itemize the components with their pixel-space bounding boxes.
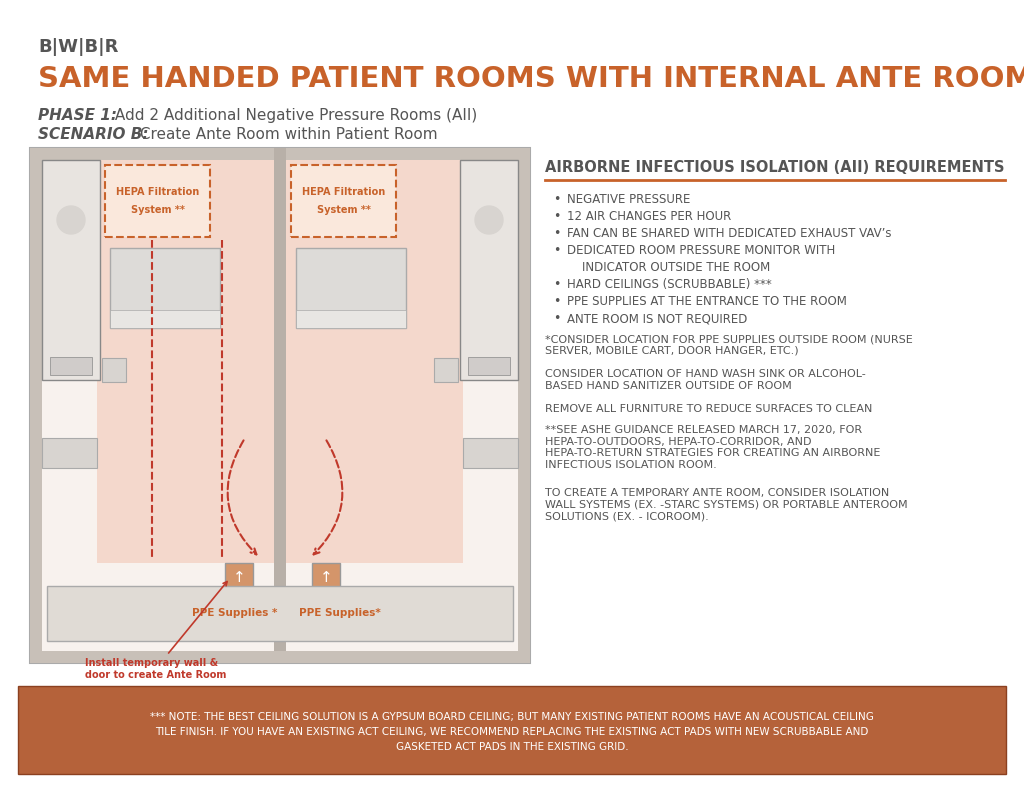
Bar [102, 358, 126, 382]
Text: PHASE 1:: PHASE 1: [38, 108, 117, 123]
Text: •: • [553, 210, 560, 223]
Text: •: • [553, 227, 560, 240]
Bar [110, 310, 220, 328]
Text: System **: System ** [131, 205, 184, 215]
Bar [460, 160, 518, 380]
Text: ↑: ↑ [232, 570, 246, 585]
Text: •: • [553, 312, 560, 325]
Text: System **: System ** [316, 205, 371, 215]
Text: HEPA Filtration: HEPA Filtration [116, 187, 199, 197]
Text: HARD CEILINGS (SCRUBBABLE) ***: HARD CEILINGS (SCRUBBABLE) *** [567, 278, 772, 291]
Text: ↑: ↑ [319, 570, 333, 585]
Text: FAN CAN BE SHARED WITH DEDICATED EXHAUST VAV’s: FAN CAN BE SHARED WITH DEDICATED EXHAUST… [567, 227, 892, 240]
Text: •: • [553, 278, 560, 291]
Text: Create Ante Room within Patient Room: Create Ante Room within Patient Room [135, 127, 437, 142]
Text: Add 2 Additional Negative Pressure Rooms (AII): Add 2 Additional Negative Pressure Rooms… [110, 108, 477, 123]
Bar [47, 586, 513, 641]
Bar [18, 686, 1006, 774]
Bar [97, 160, 274, 563]
Bar [30, 148, 530, 160]
Text: NEGATIVE PRESSURE: NEGATIVE PRESSURE [567, 193, 690, 206]
Text: 12 AIR CHANGES PER HOUR: 12 AIR CHANGES PER HOUR [567, 210, 731, 223]
Bar [296, 310, 406, 328]
Text: DEDICATED ROOM PRESSURE MONITOR WITH: DEDICATED ROOM PRESSURE MONITOR WITH [567, 244, 836, 257]
Bar [30, 148, 530, 663]
Text: •: • [553, 193, 560, 206]
Text: CONSIDER LOCATION OF HAND WASH SINK OR ALCOHOL-
BASED HAND SANITIZER OUTSIDE OF : CONSIDER LOCATION OF HAND WASH SINK OR A… [545, 369, 865, 391]
Bar [42, 160, 100, 380]
Text: AIRBORNE INFECTIOUS ISOLATION (AII) REQUIREMENTS: AIRBORNE INFECTIOUS ISOLATION (AII) REQU… [545, 160, 1005, 175]
Text: PPE Supplies*: PPE Supplies* [299, 608, 381, 618]
Text: •: • [553, 244, 560, 257]
Text: •: • [553, 295, 560, 308]
Bar [463, 438, 518, 468]
Text: ANTE ROOM IS NOT REQUIRED: ANTE ROOM IS NOT REQUIRED [567, 312, 748, 325]
Bar [518, 148, 530, 663]
Bar [42, 438, 97, 468]
Text: **SEE ASHE GUIDANCE RELEASED MARCH 17, 2020, FOR
HEPA-TO-OUTDOORS, HEPA-TO-CORRI: **SEE ASHE GUIDANCE RELEASED MARCH 17, 2… [545, 425, 881, 470]
Circle shape [475, 206, 503, 234]
Text: PPE SUPPLIES AT THE ENTRANCE TO THE ROOM: PPE SUPPLIES AT THE ENTRANCE TO THE ROOM [567, 295, 847, 308]
Text: HEPA Filtration: HEPA Filtration [302, 187, 385, 197]
Text: SAME HANDED PATIENT ROOMS WITH INTERNAL ANTE ROOM: SAME HANDED PATIENT ROOMS WITH INTERNAL … [38, 65, 1024, 93]
Bar [286, 160, 463, 563]
Text: TO CREATE A TEMPORARY ANTE ROOM, CONSIDER ISOLATION
WALL SYSTEMS (EX. -STARC SYS: TO CREATE A TEMPORARY ANTE ROOM, CONSIDE… [545, 488, 907, 521]
Bar [468, 357, 510, 375]
Bar [30, 651, 530, 663]
Text: *CONSIDER LOCATION FOR PPE SUPPLIES OUTSIDE ROOM (NURSE
SERVER, MOBILE CART, DOO: *CONSIDER LOCATION FOR PPE SUPPLIES OUTS… [545, 334, 912, 356]
Text: REMOVE ALL FURNITURE TO REDUCE SURFACES TO CLEAN: REMOVE ALL FURNITURE TO REDUCE SURFACES … [545, 404, 872, 414]
Text: *** NOTE: THE BEST CEILING SOLUTION IS A GYPSUM BOARD CEILING; BUT MANY EXISTING: *** NOTE: THE BEST CEILING SOLUTION IS A… [151, 712, 873, 751]
Bar [291, 165, 396, 237]
Circle shape [57, 206, 85, 234]
Text: INDICATOR OUTSIDE THE ROOM: INDICATOR OUTSIDE THE ROOM [567, 261, 770, 274]
Text: PPE Supplies *: PPE Supplies * [193, 608, 278, 618]
Bar [110, 248, 220, 328]
Text: SCENARIO B:: SCENARIO B: [38, 127, 148, 142]
Bar [434, 358, 458, 382]
Bar [296, 248, 406, 328]
Bar [105, 165, 210, 237]
Text: Install temporary wall &
door to create Ante Room: Install temporary wall & door to create … [85, 581, 227, 679]
Bar [312, 563, 340, 591]
Bar [50, 357, 92, 375]
Text: B|W|B|R: B|W|B|R [38, 38, 119, 56]
Bar [274, 148, 286, 651]
Bar [30, 148, 42, 663]
Bar [225, 563, 253, 591]
